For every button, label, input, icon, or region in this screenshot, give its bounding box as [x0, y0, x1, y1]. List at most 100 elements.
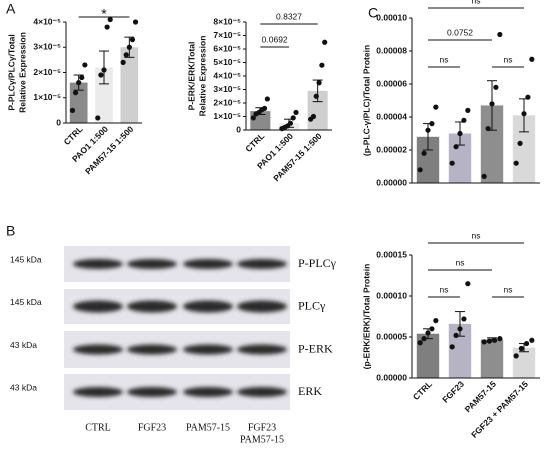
data-point [69, 107, 76, 113]
y-tick-label: 0.00010 [376, 290, 407, 300]
lane-label: FGF23 [138, 422, 166, 433]
data-point [497, 31, 503, 38]
data-point [429, 121, 435, 127]
y-tick-label: 2×10⁻⁵ [213, 97, 241, 107]
row-protein-label: P-ERK [298, 341, 333, 355]
x-tick-label: FGF23 [440, 379, 466, 405]
data-point [313, 93, 319, 99]
blot-band [237, 300, 287, 313]
blot-band [183, 259, 233, 269]
significance-label: ns [472, 230, 481, 240]
x-tick-label: CTRL [243, 131, 266, 154]
data-point [417, 167, 423, 173]
data-point [425, 330, 431, 336]
bar [512, 115, 536, 183]
significance-label: ns [504, 284, 513, 294]
blot-band [127, 344, 177, 355]
blot-band [127, 387, 177, 397]
y-tick-label: 0 [56, 117, 61, 127]
bar [416, 333, 440, 378]
row-size-label: 43 kDa [10, 340, 37, 350]
blot-band [183, 344, 233, 355]
data-point [250, 115, 256, 121]
data-point [287, 120, 294, 126]
y-tick-label: 0.00002 [376, 144, 407, 154]
panel-label: A [6, 1, 16, 17]
y-tick-label: 0.00000 [376, 372, 407, 382]
blot-band [73, 387, 123, 397]
panel-label: C [368, 5, 378, 21]
y-tick-label: 3×10⁻⁵ [213, 84, 241, 94]
bar [448, 323, 472, 378]
data-point [453, 332, 459, 338]
y-tick-label: 0.00008 [376, 45, 407, 55]
y-axis-label: (p-PLC-γ/PLC)/Total Protein [361, 45, 371, 156]
blot-band [237, 387, 287, 397]
y-tick-label: 5×10⁻⁵ [213, 57, 241, 67]
y-tick-label: 0.00006 [376, 78, 407, 88]
data-point [433, 104, 439, 110]
data-point [132, 19, 139, 25]
y-tick-label: 4×10⁻⁵ [33, 16, 61, 26]
data-point [481, 173, 487, 179]
y-axis-label: (p-ERK/ERK)/Total Protein [361, 264, 371, 370]
data-point [481, 339, 487, 345]
bar [480, 105, 504, 183]
bar [95, 67, 113, 123]
significance-label: ns [456, 257, 465, 267]
data-point [129, 37, 136, 43]
y-axis-label: Relative Expression [197, 36, 207, 117]
blot-band [127, 259, 177, 269]
y-tick-label: 4×10⁻⁵ [213, 70, 241, 80]
y-axis-label: Relative Expression [17, 32, 27, 113]
data-point [518, 345, 524, 352]
data-point [104, 24, 110, 30]
data-point [489, 101, 495, 107]
significance-label: ns [440, 284, 449, 294]
x-tick-label: FGF23 + PAM57-15 [469, 379, 530, 440]
data-point [465, 281, 471, 287]
data-point [417, 340, 423, 346]
lane-label: FGF23 [248, 422, 276, 433]
x-tick-label: CTRL [62, 124, 85, 147]
data-point [322, 39, 328, 45]
data-point [524, 340, 530, 347]
blot-band [73, 300, 123, 313]
data-point [319, 62, 325, 68]
data-point [425, 127, 431, 133]
data-point [293, 109, 299, 116]
data-point [72, 90, 79, 96]
data-point [290, 115, 296, 121]
y-tick-label: 2×10⁻⁵ [33, 67, 61, 77]
blot-band [73, 344, 123, 355]
y-tick-label: 3×10⁻⁵ [33, 42, 61, 52]
data-point [101, 67, 107, 73]
y-tick-label: 0 [236, 124, 241, 134]
y-tick-label: 0.00004 [376, 111, 407, 121]
y-axis-label: P-ERK/ERK/Total [186, 42, 196, 111]
data-point [457, 130, 463, 137]
significance-label: 0.8327 [276, 11, 302, 21]
row-protein-label: ERK [298, 384, 322, 398]
data-point [486, 338, 492, 344]
blot-band [73, 259, 123, 269]
row-size-label: 43 kDa [10, 382, 37, 392]
data-point [126, 44, 132, 50]
data-point [76, 80, 82, 86]
data-point [261, 105, 268, 111]
blot-band [183, 300, 233, 313]
y-tick-label: 0.00005 [376, 331, 407, 341]
blot-band [237, 344, 287, 355]
data-point [529, 56, 535, 62]
significance-label: 0.0692 [262, 34, 288, 44]
data-point [79, 74, 85, 81]
data-point [529, 337, 535, 343]
row-protein-label: PLCγ [298, 298, 326, 312]
y-tick-label: 1×10⁻⁵ [213, 111, 241, 121]
row-size-label: 145 kDa [10, 254, 42, 264]
data-point [429, 326, 435, 332]
data-point [123, 52, 129, 58]
blot-band [127, 300, 177, 313]
